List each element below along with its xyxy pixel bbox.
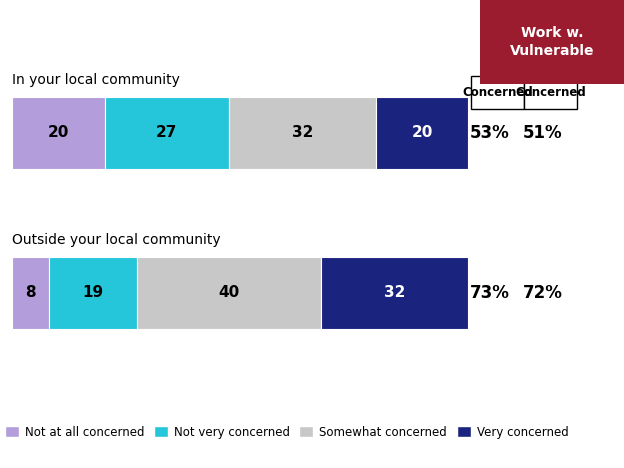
Bar xyxy=(12,257,49,329)
Text: 19: 19 xyxy=(82,285,104,300)
Text: 73%: 73% xyxy=(470,284,510,302)
Text: 8: 8 xyxy=(26,285,36,300)
Text: 32: 32 xyxy=(291,125,313,140)
Text: In your local community: In your local community xyxy=(12,73,180,87)
Text: 32: 32 xyxy=(384,285,405,300)
Text: Outside your local community: Outside your local community xyxy=(12,234,221,248)
Bar xyxy=(49,257,137,329)
Bar xyxy=(137,257,321,329)
Bar xyxy=(321,257,468,329)
Text: 20: 20 xyxy=(411,125,432,140)
Text: 40: 40 xyxy=(218,285,240,300)
Text: 53%: 53% xyxy=(470,124,510,142)
Text: 51%: 51% xyxy=(523,124,563,142)
Bar xyxy=(12,97,104,169)
Bar xyxy=(376,97,468,169)
Legend: Not at all concerned, Not very concerned, Somewhat concerned, Very concerned: Not at all concerned, Not very concerned… xyxy=(5,426,568,439)
Text: 27: 27 xyxy=(156,125,177,140)
Text: Work w.
Vulnerable: Work w. Vulnerable xyxy=(510,27,595,58)
Text: 72%: 72% xyxy=(523,284,563,302)
Bar xyxy=(229,97,376,169)
Text: 20: 20 xyxy=(48,125,69,140)
Text: Concerned: Concerned xyxy=(515,86,586,99)
Text: Concerned: Concerned xyxy=(462,86,533,99)
Bar xyxy=(104,97,229,169)
